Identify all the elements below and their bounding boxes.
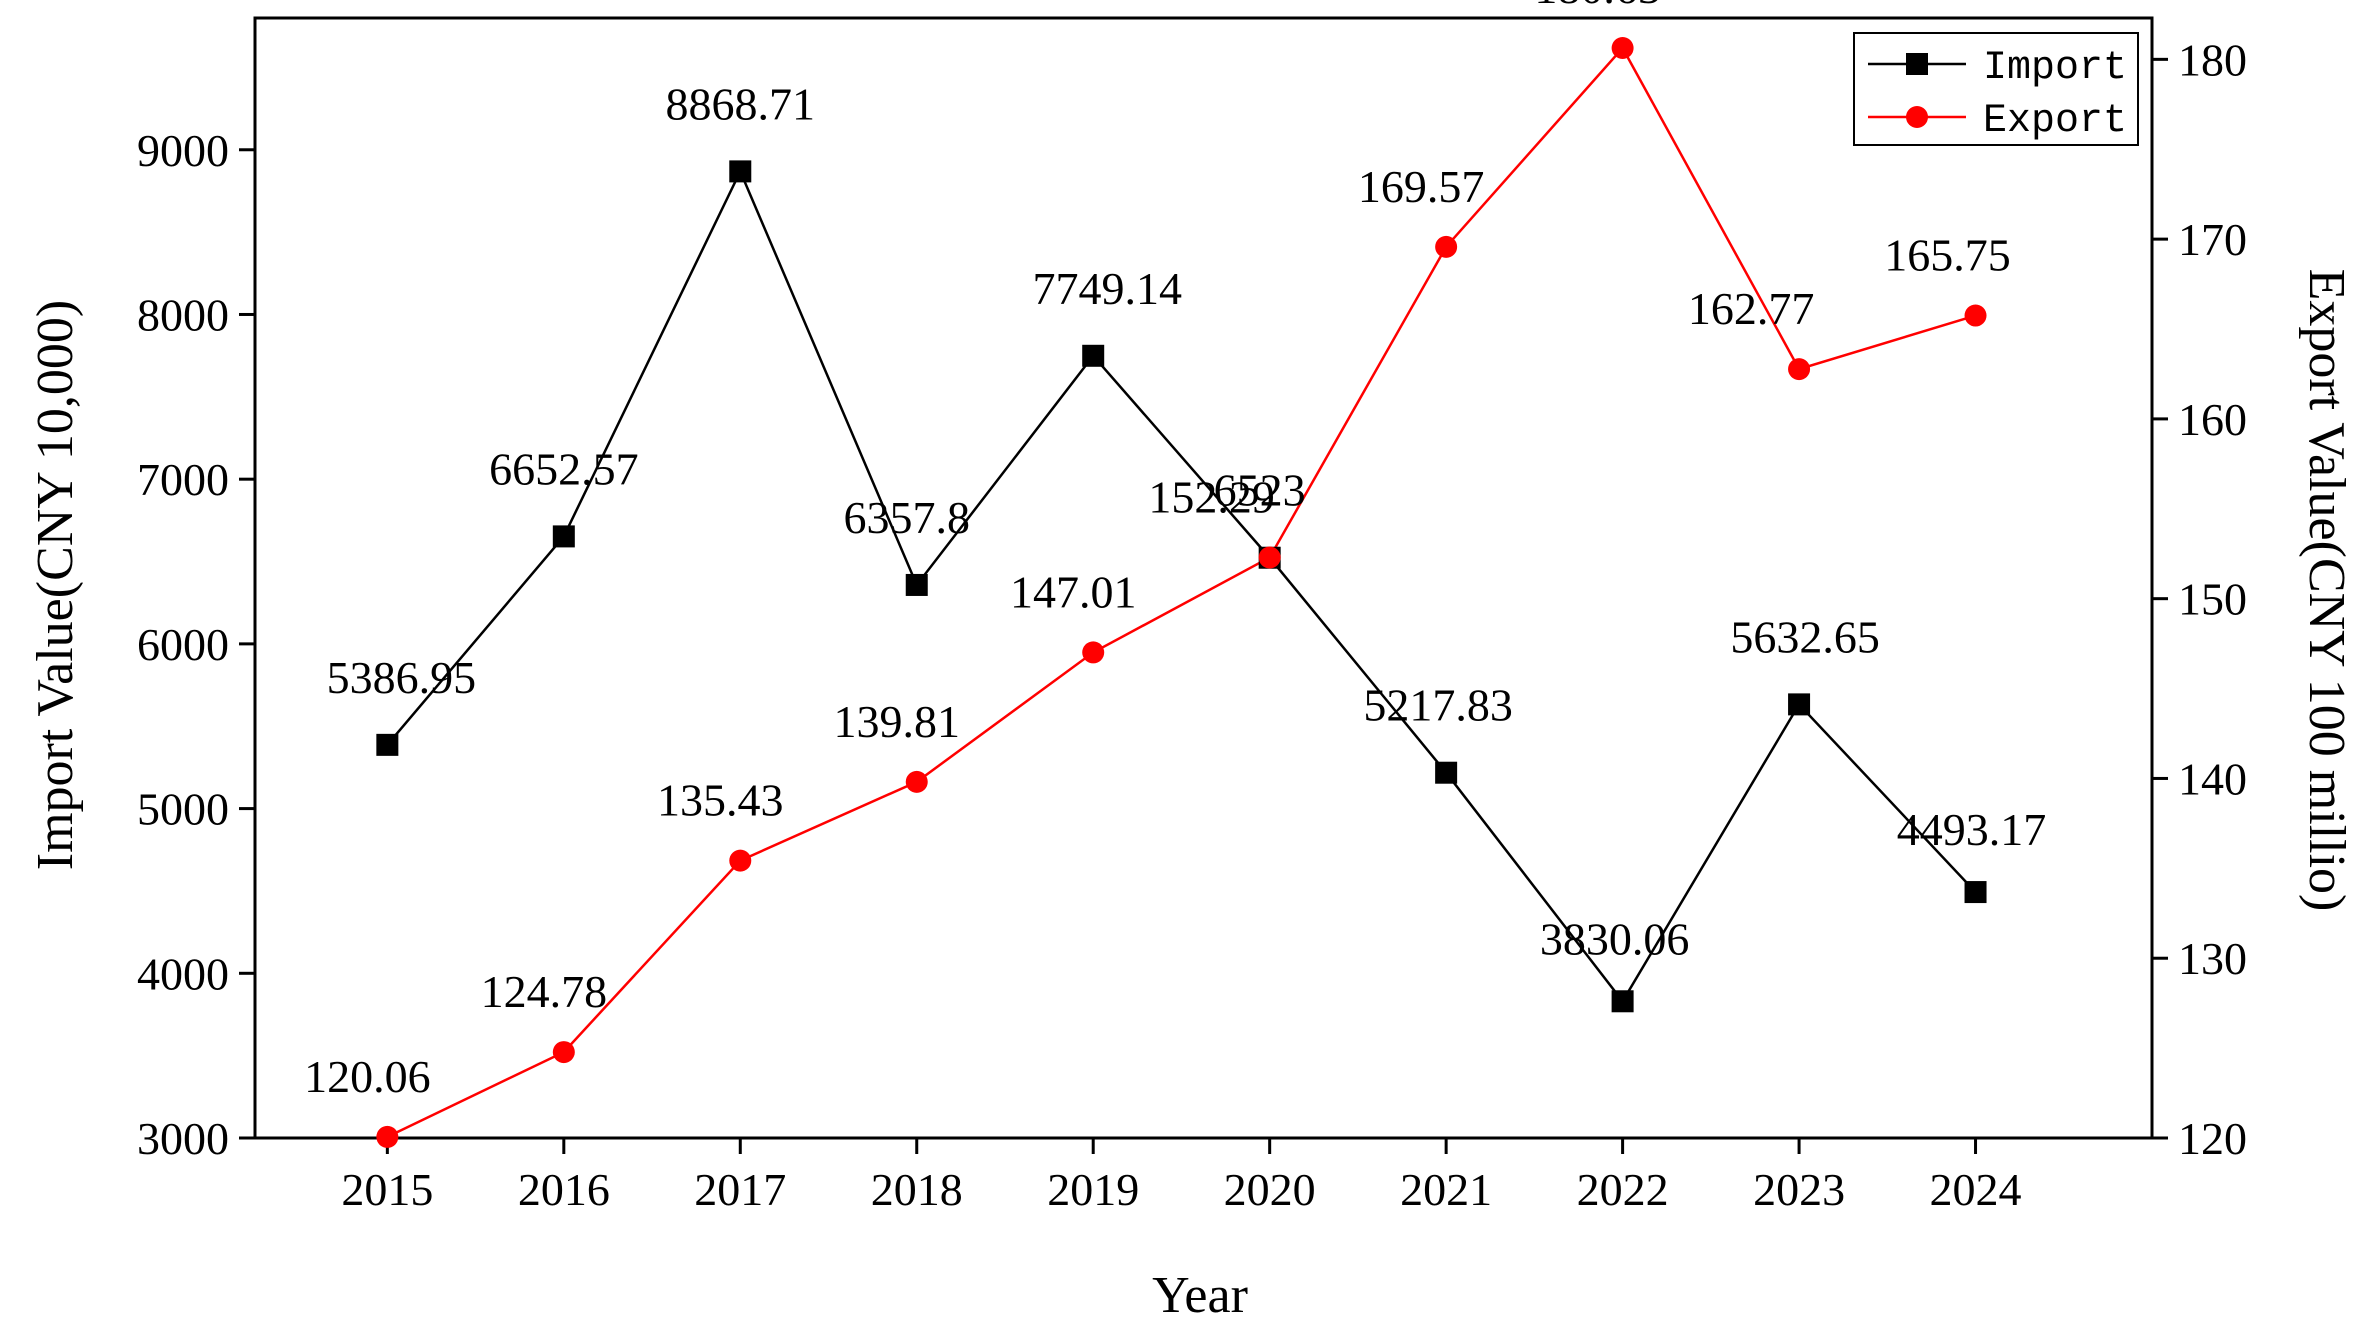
marker-export (1964, 304, 1987, 327)
data-label-export: 135.43 (657, 775, 784, 826)
x-tick-label: 2015 (341, 1164, 433, 1215)
marker-export (1788, 358, 1811, 381)
y-axis-right: 120 130 140 150 160 170 180 (2152, 34, 2247, 1164)
data-label-export: 124.78 (481, 966, 608, 1017)
y-left-tick-label: 3000 (137, 1113, 229, 1164)
series-lines (386, 45, 1977, 1139)
y-left-tick-label: 4000 (137, 948, 229, 999)
data-label-export: 169.57 (1358, 161, 1485, 212)
series-line-export (386, 45, 1976, 1139)
marker-import (1964, 881, 1987, 904)
x-axis-title: Year (1152, 1267, 1248, 1324)
legend-import-marker (1906, 53, 1928, 75)
y-right-tick-label: 180 (2178, 34, 2247, 85)
data-label-export: 120.06 (304, 1051, 431, 1102)
data-label-import: 8868.71 (666, 78, 816, 129)
data-label-import: 5632.65 (1730, 611, 1880, 662)
marker-import (729, 160, 752, 183)
y-right-tick-label: 130 (2178, 933, 2247, 984)
marker-import (1611, 990, 1634, 1013)
y-axis-left-title: Import Value(CNY 10,000) (27, 300, 84, 870)
data-label-import: 6523 (1214, 465, 1306, 516)
data-label-import: 6357.8 (843, 492, 970, 543)
x-tick-label: 2016 (518, 1164, 610, 1215)
y-right-tick-label: 170 (2178, 214, 2247, 265)
marker-export (1611, 37, 1634, 60)
data-label-import: 5217.83 (1363, 680, 1513, 731)
x-tick-label: 2024 (1930, 1164, 2022, 1215)
marker-export (376, 1125, 399, 1148)
marker-export (1082, 641, 1105, 664)
marker-import (905, 573, 928, 596)
marker-import (1082, 344, 1105, 367)
y-axis-right-title: Export Value(CNY 100 millio) (2298, 269, 2355, 912)
y-left-tick-label: 5000 (137, 784, 229, 835)
x-tick-label: 2023 (1753, 1164, 1845, 1215)
data-label-export: 165.75 (1884, 230, 2011, 281)
data-label-import: 5386.95 (327, 652, 477, 703)
legend-box (1853, 32, 2139, 146)
series-markers (376, 37, 1987, 1148)
x-tick-label: 2022 (1577, 1164, 1669, 1215)
data-label-export: 180.63 (1534, 0, 1661, 13)
y-right-tick-label: 150 (2178, 574, 2247, 625)
data-label-import: 3830.06 (1540, 913, 1690, 964)
data-label-export: 139.81 (833, 696, 960, 747)
y-right-tick-label: 120 (2178, 1113, 2247, 1164)
marker-import (552, 525, 575, 548)
x-tick-label: 2021 (1400, 1164, 1492, 1215)
data-label-import: 6652.57 (489, 443, 639, 494)
marker-export (552, 1041, 575, 1064)
x-tick-label: 2020 (1224, 1164, 1316, 1215)
legend-import-label: Import (1983, 46, 2127, 91)
data-label-import: 4493.17 (1897, 804, 2047, 855)
marker-import (1788, 693, 1811, 716)
data-label-export: 162.77 (1688, 283, 1815, 334)
series-line-import (386, 168, 1977, 1004)
plot-border (253, 16, 2154, 1140)
marker-import (376, 733, 399, 756)
marker-export (1258, 546, 1281, 569)
legend: Import Export (1853, 32, 2139, 146)
y-left-tick-label: 6000 (137, 619, 229, 670)
marker-export (905, 770, 928, 793)
legend-export-marker (1906, 106, 1928, 128)
y-right-tick-label: 160 (2178, 394, 2247, 445)
marker-export (1435, 235, 1458, 258)
y-left-tick-label: 7000 (137, 454, 229, 505)
x-tick-label: 2018 (871, 1164, 963, 1215)
data-labels: 5386.95 6652.57 8868.71 6357.8 7749.14 6523 52… (304, 0, 2046, 1102)
marker-export (729, 849, 752, 872)
y-right-tick-label: 140 (2178, 753, 2247, 804)
x-tick-label: 2017 (694, 1164, 786, 1215)
plot-frame (253, 16, 2154, 1140)
y-left-tick-label: 9000 (137, 125, 229, 176)
x-tick-label: 2019 (1047, 1164, 1139, 1215)
y-axis-left: 3000 4000 5000 6000 7000 8000 9000 (137, 125, 255, 1164)
x-axis: 2015 2016 2017 2018 2019 2020 2021 2022 2023 2024 (341, 1138, 2022, 1215)
legend-export-label: Export (1983, 99, 2127, 144)
data-label-export: 147.01 (1010, 566, 1137, 617)
data-label-export: 152.29 (1148, 472, 1275, 523)
y-left-tick-label: 8000 (137, 289, 229, 340)
marker-import (1435, 761, 1458, 784)
data-label-import: 7749.14 (1032, 263, 1182, 314)
